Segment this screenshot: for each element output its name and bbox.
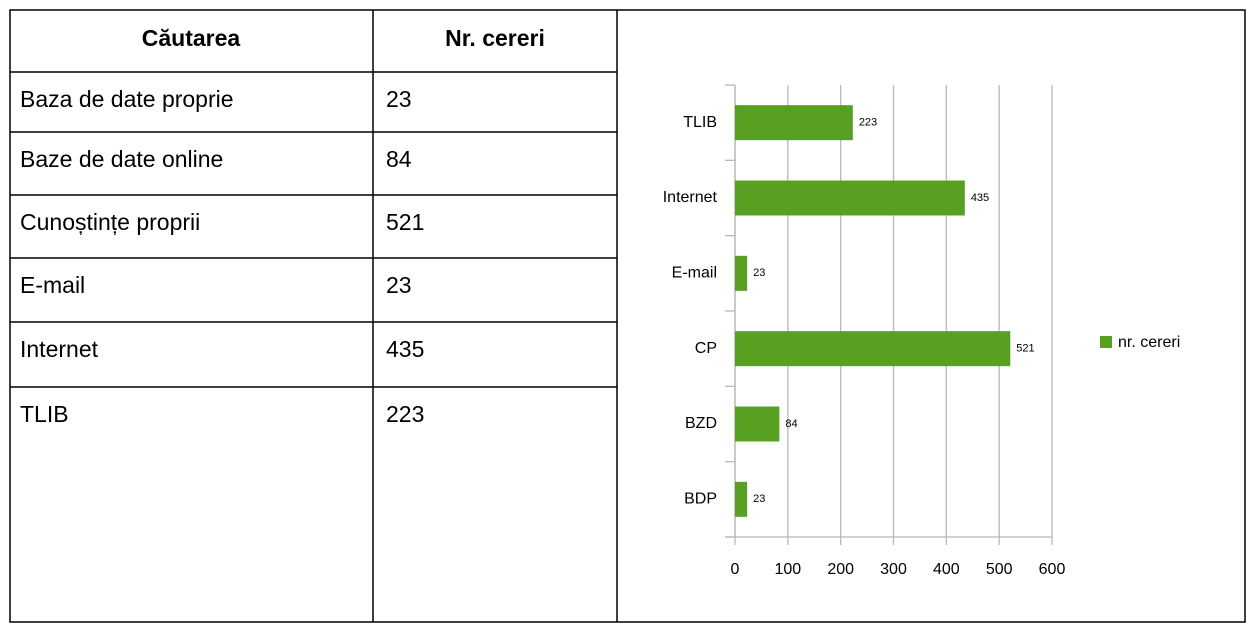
y-tick-label: CP	[695, 340, 717, 357]
bar	[735, 481, 748, 517]
data-label: 223	[859, 117, 877, 129]
bar	[735, 180, 965, 216]
table-cell: 223	[386, 401, 424, 427]
table-cell: Internet	[20, 336, 99, 362]
x-tick-label: 200	[827, 561, 854, 578]
x-tick-label: 500	[986, 561, 1013, 578]
table-cell: 521	[386, 209, 424, 235]
table-cell: E-mail	[20, 272, 85, 298]
table-cell: Cunoștințe proprii	[20, 209, 200, 235]
data-label: 84	[785, 418, 797, 430]
bar	[735, 331, 1011, 367]
table-cell: 23	[386, 272, 412, 298]
header-cell: Căutarea	[142, 25, 241, 51]
table-cell: Baze de date online	[20, 146, 223, 172]
y-tick-label: TLIB	[683, 114, 717, 131]
table-cell: 435	[386, 336, 424, 362]
y-tick-label: Internet	[663, 189, 718, 206]
table-cell: TLIB	[20, 401, 69, 427]
table-border	[9, 9, 1246, 623]
bar	[735, 406, 780, 442]
header-cell: Nr. cereri	[445, 25, 545, 51]
x-tick-label: 300	[880, 561, 907, 578]
data-label: 23	[753, 493, 765, 505]
x-tick-label: 100	[774, 561, 801, 578]
y-tick-label: BDP	[684, 491, 717, 508]
y-tick-label: BZD	[685, 415, 717, 432]
bar	[735, 255, 748, 291]
bar	[735, 105, 853, 141]
data-label: 23	[753, 267, 765, 279]
legend-swatch	[1100, 336, 1112, 348]
y-tick-label: E-mail	[672, 265, 717, 282]
table-cell: Baza de date proprie	[20, 86, 234, 112]
table-cell: 84	[386, 146, 412, 172]
x-tick-label: 0	[731, 561, 740, 578]
data-label: 435	[971, 192, 989, 204]
table-cell: 23	[386, 86, 412, 112]
x-tick-label: 600	[1039, 561, 1066, 578]
x-tick-label: 400	[933, 561, 960, 578]
legend-label: nr. cereri	[1118, 334, 1180, 351]
data-label: 521	[1016, 343, 1034, 355]
